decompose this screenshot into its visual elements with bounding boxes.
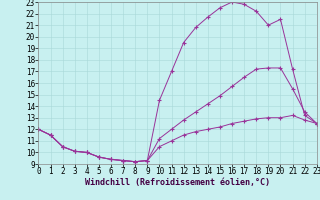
X-axis label: Windchill (Refroidissement éolien,°C): Windchill (Refroidissement éolien,°C)	[85, 178, 270, 187]
